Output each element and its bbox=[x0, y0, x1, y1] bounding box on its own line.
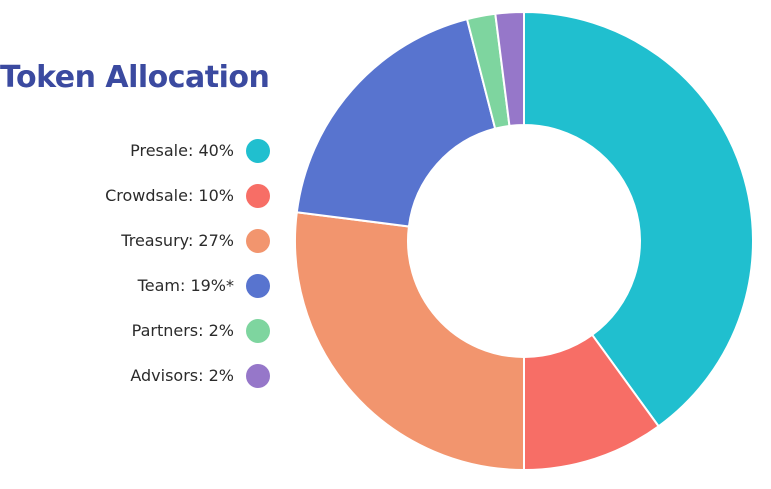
chart-title: Token Allocation bbox=[0, 60, 270, 95]
slice-presale bbox=[523, 10, 754, 428]
legend-swatch-team bbox=[246, 273, 270, 298]
legend-swatch-partners bbox=[246, 318, 270, 343]
legend-item-presale: Presale: 40% bbox=[60, 128, 270, 173]
legend-item-partners: Partners: 2% bbox=[60, 308, 270, 353]
legend-item-advisors: Advisors: 2% bbox=[60, 353, 270, 398]
legend-label-treasury: Treasury: 27% bbox=[121, 231, 234, 250]
legend-label-presale: Presale: 40% bbox=[130, 141, 234, 160]
legend-swatch-treasury bbox=[246, 228, 270, 253]
legend-swatch-crowdsale bbox=[246, 183, 270, 208]
legend-item-crowdsale: Crowdsale: 10% bbox=[60, 173, 270, 218]
legend-swatch-advisors bbox=[246, 363, 270, 388]
legend-label-team: Team: 19%* bbox=[137, 276, 234, 295]
legend-label-crowdsale: Crowdsale: 10% bbox=[105, 186, 234, 205]
slice-advisors bbox=[494, 10, 525, 128]
slice-team bbox=[295, 17, 497, 228]
legend-label-partners: Partners: 2% bbox=[131, 321, 234, 340]
legend-item-team: Team: 19%* bbox=[60, 263, 270, 308]
legend-swatch-presale bbox=[246, 138, 270, 163]
legend-item-treasury: Treasury: 27% bbox=[60, 218, 270, 263]
chart-legend: Presale: 40% Crowdsale: 10% Treasury: 27… bbox=[60, 128, 270, 398]
legend-label-advisors: Advisors: 2% bbox=[130, 366, 234, 385]
slice-treasury bbox=[294, 211, 525, 472]
